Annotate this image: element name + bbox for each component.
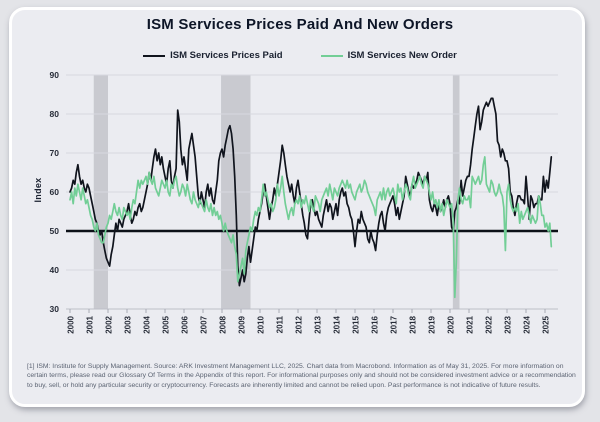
svg-text:50: 50 — [50, 226, 60, 236]
svg-text:2000: 2000 — [67, 315, 76, 333]
svg-text:2020: 2020 — [447, 315, 456, 333]
svg-text:2013: 2013 — [314, 315, 323, 333]
svg-text:2012: 2012 — [295, 315, 304, 333]
svg-text:60: 60 — [50, 187, 60, 197]
svg-text:2014: 2014 — [333, 315, 342, 333]
svg-text:2018: 2018 — [409, 315, 418, 333]
svg-text:2004: 2004 — [143, 315, 152, 333]
svg-text:2024: 2024 — [523, 315, 532, 333]
svg-text:70: 70 — [50, 148, 60, 158]
svg-text:2006: 2006 — [181, 315, 190, 333]
svg-text:2009: 2009 — [238, 315, 247, 333]
svg-text:2010: 2010 — [257, 315, 266, 333]
svg-text:2001: 2001 — [86, 315, 95, 333]
new-order-line-swatch-icon — [320, 54, 343, 57]
footnote-text: [1] ISM: Institute for Supply Management… — [27, 362, 576, 390]
legend-label-new-order: ISM Services New Order — [347, 50, 457, 61]
svg-text:2025: 2025 — [542, 315, 551, 333]
svg-text:2005: 2005 — [162, 315, 171, 333]
legend: ISM Services Prices Paid ISM Services Ne… — [0, 50, 600, 61]
svg-text:2022: 2022 — [485, 315, 494, 333]
chart-plot: 30 40 50 60 70 80 90 2000 2001 2002 2003 2004 2005 20… — [50, 70, 558, 334]
legend-label-prices-paid: ISM Services Prices Paid — [170, 50, 283, 61]
prices-paid-line-swatch-icon — [143, 54, 166, 57]
svg-text:2002: 2002 — [105, 315, 114, 333]
svg-text:2016: 2016 — [371, 315, 380, 333]
svg-text:40: 40 — [50, 265, 60, 275]
svg-text:2023: 2023 — [504, 315, 513, 333]
svg-text:2008: 2008 — [219, 315, 228, 333]
legend-item-new-order: ISM Services New Order — [320, 50, 457, 61]
svg-text:2019: 2019 — [428, 315, 437, 333]
svg-text:30: 30 — [50, 304, 60, 314]
chart-title: ISM Services Prices Paid And New Orders — [146, 16, 454, 33]
svg-text:2015: 2015 — [352, 315, 361, 333]
svg-text:2021: 2021 — [466, 315, 475, 333]
svg-text:2007: 2007 — [200, 315, 209, 333]
legend-item-prices-paid: ISM Services Prices Paid — [143, 50, 283, 61]
svg-text:2003: 2003 — [124, 315, 133, 333]
svg-text:2011: 2011 — [276, 315, 285, 333]
svg-text:2017: 2017 — [390, 315, 399, 333]
svg-text:80: 80 — [50, 109, 60, 119]
svg-text:90: 90 — [50, 70, 60, 80]
